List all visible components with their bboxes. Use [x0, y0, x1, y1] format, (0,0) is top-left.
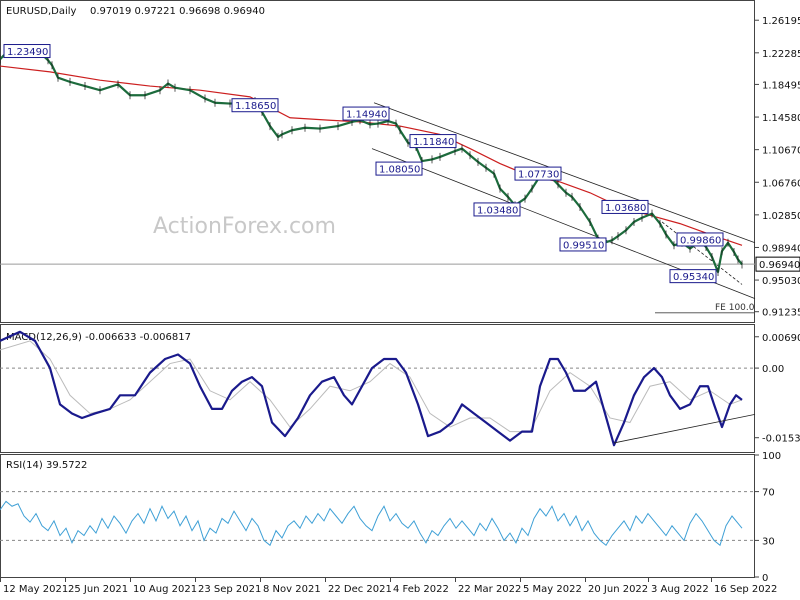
time-tick-label: 25 Jun 2021: [68, 584, 128, 595]
macd-signal-line: [0, 340, 743, 433]
level-label: 1.03680: [605, 203, 646, 214]
price-tick-label: 1.22285: [762, 49, 800, 60]
fe-label: FE 100.0: [715, 303, 755, 313]
level-label-box: [601, 199, 649, 214]
watermark: ActionForex.com: [153, 214, 336, 239]
price-axis: 1.26195 1.22285 1.18495 1.14580 1.10670 1.067…: [755, 16, 800, 319]
label-layer: 1.23490 1.18650 1.14940 1.11840 1.08050 1.077…: [3, 44, 724, 284]
level-label: 1.11840: [413, 137, 454, 148]
macd-trendline: [613, 413, 756, 444]
level-label: 1.07730: [518, 170, 559, 181]
trendline: [661, 221, 743, 285]
macd-label: MACD(12,26,9) -0.006633 -0.006817: [6, 332, 191, 343]
last-price-label: 0.96940: [759, 260, 800, 271]
macd-tick-label: 0.006906: [762, 333, 800, 344]
time-tick-label: 23 Sep 2021: [198, 584, 261, 595]
price-tick-label: 0.91235: [762, 308, 800, 319]
level-label-box: [409, 134, 457, 149]
rsi-tick-label: 100: [762, 451, 781, 462]
time-tick-label: 8 Nov 2021: [263, 584, 321, 595]
level-label: 0.99860: [680, 235, 721, 246]
time-tick-label: 5 May 2022: [523, 584, 582, 595]
level-label: 1.03480: [477, 205, 518, 216]
macd-tick-label: 0.00: [762, 364, 784, 375]
macd-axis: 0.006906 0.00 -0.015348: [755, 333, 800, 445]
ohlc-label: 0.97019 0.97221 0.96698 0.96940: [90, 6, 265, 17]
price-tick-label: 1.02850: [762, 211, 800, 222]
rsi-panel: [0, 454, 755, 578]
time-tick-label: 22 Dec 2021: [328, 584, 392, 595]
rsi-tick-label: 30: [762, 536, 775, 547]
level-label-box: [342, 106, 390, 121]
rsi-label: RSI(14) 39.5722: [6, 460, 87, 471]
time-tick-label: 12 May 2021: [3, 584, 68, 595]
price-tick-label: 1.26195: [762, 16, 800, 27]
rsi-layer: [0, 491, 755, 547]
time-tick-label: 16 Sep 2022: [714, 584, 777, 595]
level-label-box: [3, 44, 51, 59]
price-panel: [0, 0, 755, 323]
chart-header: EURUSD,Daily 0.97019 0.97221 0.96698 0.9…: [6, 6, 265, 17]
time-tick-label: 3 Aug 2022: [651, 584, 709, 595]
level-label: 1.18650: [235, 101, 276, 112]
time-tick-label: 10 Aug 2021: [133, 584, 197, 595]
time-tick-label: 22 Mar 2022: [458, 584, 521, 595]
price-tick-label: 1.06760: [762, 178, 800, 189]
price-tick-label: 0.98940: [762, 243, 800, 254]
price-tick-label: 1.18495: [762, 80, 800, 91]
macd-panel: [0, 324, 755, 453]
price-series-line: [0, 49, 743, 274]
level-label: 1.14940: [346, 110, 387, 121]
time-axis: 12 May 2021 25 Jun 2021 10 Aug 2021 23 Sep …: [0, 577, 777, 595]
level-label-box: [676, 232, 724, 247]
price-tick-label: 1.10670: [762, 146, 800, 157]
macd-main-line: [0, 330, 743, 447]
price-layer: FE 100.0: [0, 47, 756, 314]
level-label-box: [375, 161, 423, 176]
level-label-box: [514, 166, 562, 181]
rsi-tick-label: 70: [762, 488, 775, 499]
last-price-box: [755, 256, 800, 272]
price-tick-label: 0.95030: [762, 276, 800, 287]
rsi-tick-label: 0: [762, 573, 768, 584]
symbol-label: EURUSD,Daily: [6, 6, 77, 17]
time-tick-label: 4 Feb 2022: [393, 584, 449, 595]
level-label: 1.08050: [379, 165, 420, 176]
level-label: 0.99510: [563, 240, 604, 251]
level-label-box: [231, 98, 279, 113]
price-tick-label: 1.14580: [762, 113, 800, 124]
level-label-box: [473, 202, 521, 217]
macd-tick-label: -0.015348: [762, 434, 800, 445]
macd-layer: [0, 330, 756, 447]
trendline: [373, 102, 756, 244]
level-label: 0.95340: [673, 272, 714, 283]
level-label-box: [669, 269, 717, 284]
level-label-box: [559, 237, 607, 252]
rsi-line: [0, 500, 743, 547]
time-tick-label: 20 Jun 2022: [588, 584, 648, 595]
rsi-axis: 100 70 30 0: [755, 451, 781, 584]
level-label: 1.23490: [7, 47, 48, 58]
